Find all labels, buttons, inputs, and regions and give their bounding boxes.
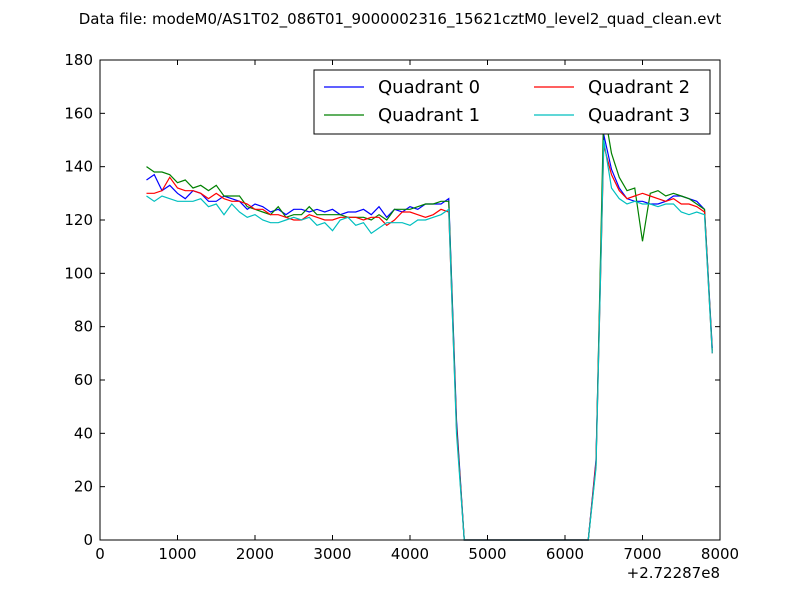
x-tick-label: 8000 (701, 545, 739, 563)
x-offset-label: +2.72287e8 (627, 564, 720, 582)
legend-label-quadrant-0: Quadrant 0 (378, 77, 480, 98)
series-line-quadrant-3 (146, 139, 713, 541)
ticks-layer: 0 1000 2000 3000 4000 5000 6000 7000 8000 0 20 40 60… (64, 51, 739, 563)
legend-label-quadrant-3: Quadrant 3 (588, 105, 690, 126)
legend-label-quadrant-2: Quadrant 2 (588, 77, 690, 98)
series-line-quadrant-2 (146, 145, 713, 541)
y-tick-label: 60 (74, 371, 93, 389)
x-tick-label: 2000 (236, 545, 274, 563)
x-tick-label: 3000 (313, 545, 351, 563)
legend-box (313, 69, 711, 135)
x-tick-label: 6000 (546, 545, 584, 563)
y-tick-label: 0 (83, 531, 93, 549)
y-tick-label: 100 (64, 264, 93, 282)
series-line-quadrant-1 (146, 107, 713, 541)
y-tick-label: 40 (74, 424, 93, 442)
y-tick-label: 120 (64, 211, 93, 229)
legend-label-quadrant-1: Quadrant 1 (378, 105, 480, 126)
chart-title: Data file: modeM0/AS1T02_086T01_90000023… (79, 10, 722, 29)
x-tick-label: 7000 (623, 545, 661, 563)
y-tick-label: 160 (64, 104, 93, 122)
x-tick-label: 1000 (158, 545, 196, 563)
y-tick-label: 20 (74, 478, 93, 496)
y-tick-label: 80 (74, 318, 93, 336)
y-tick-label: 140 (64, 158, 93, 176)
x-tick-label: 5000 (468, 545, 506, 563)
plot-area (100, 60, 720, 540)
y-tick-label: 180 (64, 51, 93, 69)
legend: Quadrant 0 Quadrant 1 Quadrant 2 Quadrant 3 (313, 69, 711, 135)
series-layer (146, 107, 713, 541)
legend-items: Quadrant 0 Quadrant 1 Quadrant 2 Quadrant 3 (324, 77, 690, 126)
x-tick-label: 4000 (391, 545, 429, 563)
x-tick-label: 0 (95, 545, 105, 563)
